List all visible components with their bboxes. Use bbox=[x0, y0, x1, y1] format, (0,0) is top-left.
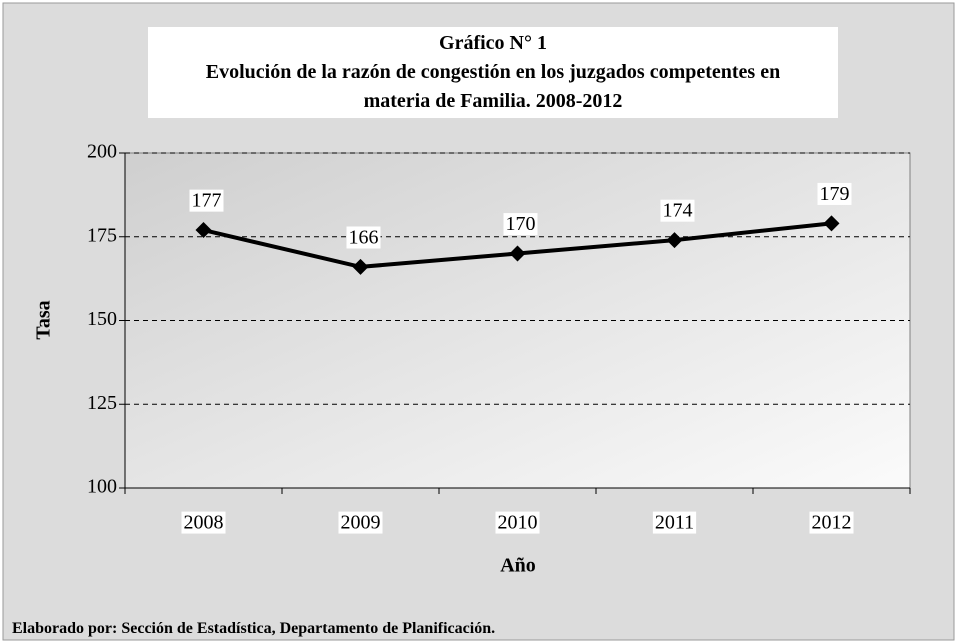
x-tick-label-bg bbox=[809, 511, 854, 534]
x-tick-label-bg bbox=[652, 511, 697, 534]
data-label-bg bbox=[503, 213, 538, 236]
x-axis-label: Año bbox=[500, 555, 536, 577]
data-label-bg bbox=[189, 189, 224, 212]
y-tick-label: 200 bbox=[87, 141, 117, 163]
data-label: 166 bbox=[349, 226, 379, 248]
x-tick-label: 2011 bbox=[655, 512, 694, 534]
marker bbox=[352, 258, 369, 275]
marker bbox=[509, 245, 526, 262]
x-tick-label: 2009 bbox=[341, 512, 381, 534]
data-label-bg bbox=[346, 226, 381, 249]
x-tick-label-bg bbox=[495, 511, 540, 534]
data-label: 179 bbox=[820, 183, 850, 205]
data-label-bg bbox=[817, 182, 852, 205]
title-box: Gráfico N° 1 Evolución de la razón de co… bbox=[148, 27, 838, 118]
x-tick-label: 2010 bbox=[498, 512, 538, 534]
y-tick-label: 175 bbox=[87, 224, 117, 246]
y-tick-label: 100 bbox=[87, 476, 117, 498]
x-tick-label: 2012 bbox=[812, 512, 852, 534]
data-label: 170 bbox=[506, 213, 536, 235]
x-tick-label-bg bbox=[338, 511, 383, 534]
marker bbox=[666, 232, 683, 249]
marker bbox=[823, 215, 840, 232]
chart-subtitle: Evolución de la razón de congestión en l… bbox=[205, 61, 781, 112]
data-label: 174 bbox=[663, 200, 693, 222]
data-label: 177 bbox=[192, 190, 222, 212]
x-tick-label: 2008 bbox=[184, 512, 224, 534]
y-tick-label: 125 bbox=[87, 392, 117, 414]
y-axis-label: Tasa bbox=[33, 300, 55, 339]
data-label-bg bbox=[660, 199, 695, 222]
y-tick-label: 150 bbox=[87, 308, 117, 330]
marker bbox=[195, 222, 212, 239]
x-tick-label-bg bbox=[181, 511, 226, 534]
source-note: Elaborado por: Sección de Estadística, D… bbox=[12, 620, 496, 637]
chart-title: Gráfico N° 1 bbox=[439, 32, 547, 54]
